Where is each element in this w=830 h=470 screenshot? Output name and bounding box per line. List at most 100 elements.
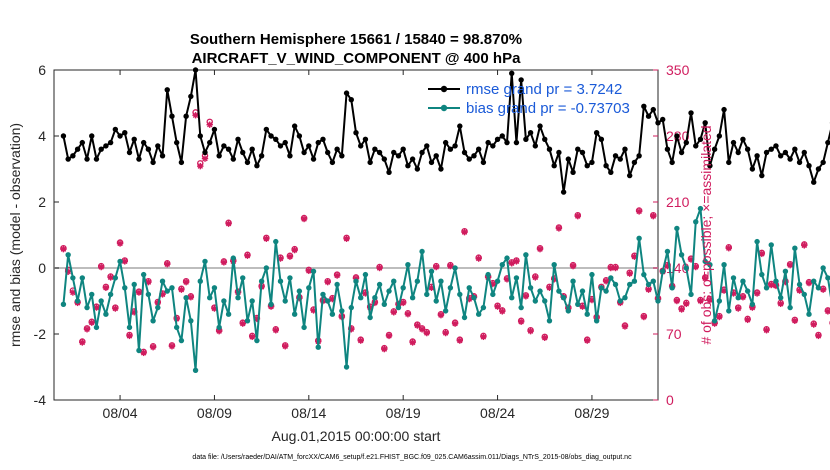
bias-point xyxy=(442,308,449,314)
bias-point xyxy=(409,295,416,301)
obs-assimilated-point xyxy=(527,327,534,335)
bias-point xyxy=(513,275,520,281)
obs-assimilated-point xyxy=(574,212,581,220)
plot-area xyxy=(53,69,659,401)
obs-assimilated-point xyxy=(192,112,199,119)
bias-point xyxy=(645,281,652,288)
bias-point xyxy=(131,281,137,288)
rmse-point xyxy=(603,163,609,169)
rmse-point xyxy=(225,146,232,152)
rmse-point xyxy=(565,156,572,162)
rmse-point xyxy=(457,123,463,129)
rmse-point xyxy=(424,143,430,149)
y-tick-label: 0 xyxy=(38,260,46,276)
obs-assimilated-point xyxy=(197,162,204,170)
rmse-point xyxy=(655,120,661,126)
bias-point xyxy=(197,278,203,284)
bias-point xyxy=(310,268,317,274)
obs-assimilated-point xyxy=(650,212,657,220)
bias-point xyxy=(579,288,586,294)
bias-point xyxy=(103,311,109,317)
y2-tick-label: 70 xyxy=(666,326,682,342)
obs-assimilated-point xyxy=(135,289,143,296)
obs-assimilated-point xyxy=(263,235,270,242)
bias-point xyxy=(225,311,232,317)
bias-point xyxy=(419,248,425,255)
rmse-point xyxy=(348,97,354,103)
obs-assimilated-point xyxy=(442,329,449,337)
bias-point xyxy=(744,288,751,294)
bias-point xyxy=(433,298,439,304)
rmse-point xyxy=(466,156,472,162)
rmse-point xyxy=(773,143,779,149)
obs-assimilated-point xyxy=(178,286,185,293)
obs-assimilated-point xyxy=(409,339,416,346)
bias-point xyxy=(452,265,458,271)
obs-assimilated-point xyxy=(206,121,213,128)
rmse-point xyxy=(702,120,708,126)
bias-point xyxy=(763,285,770,291)
bias-point xyxy=(60,301,67,307)
bias-point xyxy=(641,271,647,278)
rmse-point xyxy=(353,130,359,136)
rmse-point xyxy=(107,139,114,146)
rmse-point xyxy=(617,156,623,162)
y-ticks: -4 -2 0 2 4 6 xyxy=(34,62,59,408)
y2-tick-label: 210 xyxy=(666,194,690,210)
bias-point xyxy=(400,285,406,291)
rmse-point xyxy=(494,136,501,142)
rmse-point xyxy=(122,130,128,136)
rmse-point xyxy=(518,77,524,83)
bias-point xyxy=(792,245,798,251)
obs-assimilated-point xyxy=(381,345,388,353)
chart-subtitle: AIRCRAFT_V_WIND_COMPONENT @ 400 hPa xyxy=(192,50,522,67)
bias-point xyxy=(782,268,789,274)
obs-assimilated-point xyxy=(499,308,506,315)
rmse-point xyxy=(235,136,241,142)
rmse-point xyxy=(89,133,95,139)
obs-assimilated-point xyxy=(701,275,709,282)
rmse-point xyxy=(598,136,605,142)
obs-assimilated-point xyxy=(753,290,761,297)
bias-point xyxy=(589,271,595,278)
obs-assimilated-point xyxy=(126,332,133,340)
bias-point xyxy=(749,301,756,307)
obs-assimilated-point xyxy=(801,242,808,249)
rmse-point xyxy=(726,159,732,166)
bias-point xyxy=(669,285,675,291)
obs-assimilated-point xyxy=(140,349,147,357)
bias-point xyxy=(372,295,378,301)
bias-point xyxy=(155,304,161,311)
rmse-point xyxy=(707,163,713,169)
obs-assimilated-point xyxy=(480,333,487,341)
obs-assimilated-point xyxy=(201,155,209,162)
bias-point xyxy=(178,337,185,344)
bias-point xyxy=(244,318,251,324)
rmse-point xyxy=(98,146,104,152)
bias-point xyxy=(339,308,345,314)
rmse-point xyxy=(287,153,293,159)
obs-assimilated-point xyxy=(824,308,830,315)
bias-point xyxy=(815,285,822,291)
obs-assimilated-point xyxy=(168,343,176,350)
rmse-point xyxy=(145,146,152,152)
bias-point xyxy=(98,298,104,304)
rmse-point xyxy=(405,163,411,169)
rmse-point xyxy=(777,153,784,159)
obs-assimilated-point xyxy=(569,262,577,270)
rmse-point xyxy=(258,153,265,159)
rmse-point xyxy=(593,130,600,136)
rmse-point xyxy=(169,113,175,119)
x-tick-label: 08/14 xyxy=(291,405,326,421)
rmse-point xyxy=(117,133,123,139)
obs-assimilated-point xyxy=(286,253,294,260)
bias-point xyxy=(287,275,293,281)
bias-point xyxy=(362,271,369,278)
rmse-point xyxy=(669,159,675,166)
rmse-point xyxy=(221,143,227,149)
y2-ticks: 070140210280350 xyxy=(653,62,690,408)
rmse-point xyxy=(721,106,727,113)
bias-point xyxy=(825,275,830,281)
obs-assimilated-point xyxy=(277,255,284,262)
bias-point xyxy=(122,285,128,291)
